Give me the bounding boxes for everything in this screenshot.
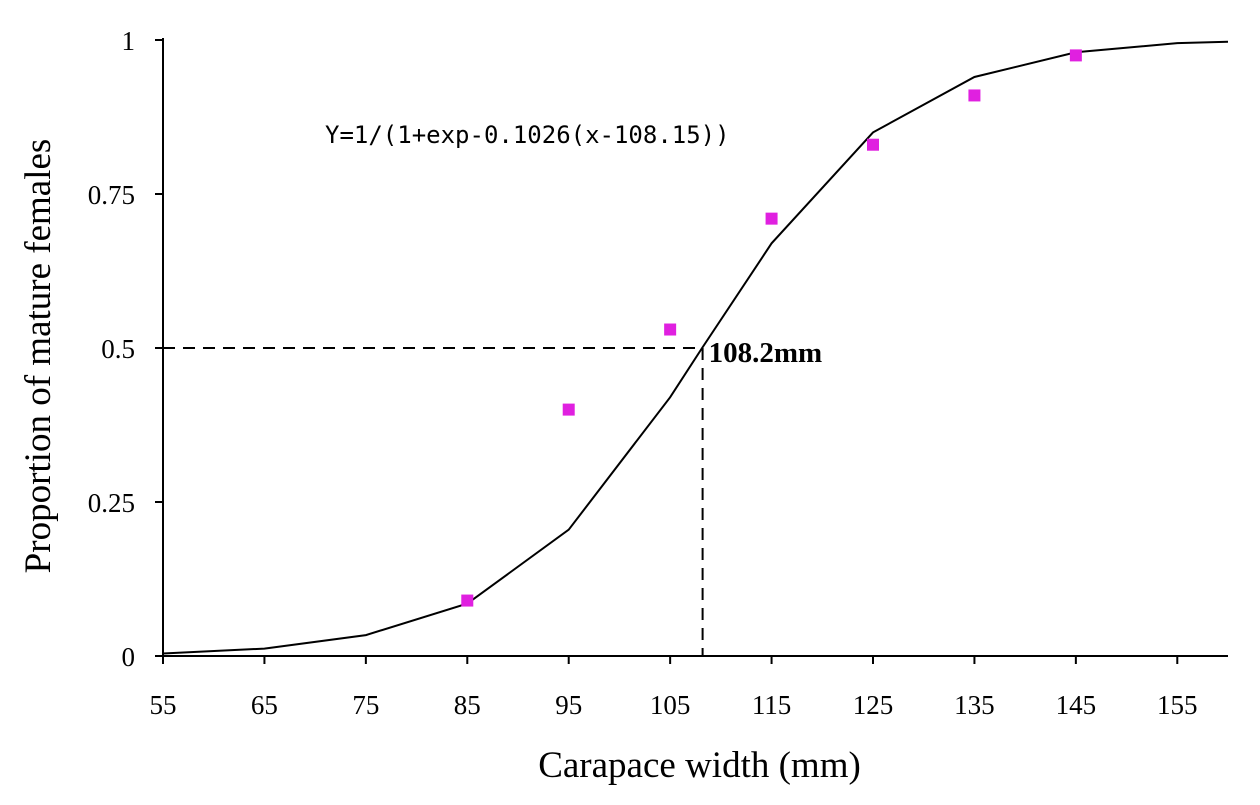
data-point [968, 89, 981, 102]
midpoint-label: 108.2mm [709, 337, 823, 369]
x-tick-label: 125 [853, 690, 894, 720]
data-point [562, 403, 575, 416]
x-ticks: 55 65 75 85 95 105 115 125 135 145 155 [150, 656, 1198, 720]
y-tick-label: 0 [122, 642, 136, 672]
y-tick-label: 1 [122, 26, 136, 56]
y-tick-label: 0.75 [88, 180, 135, 210]
x-tick-label: 75 [352, 690, 379, 720]
x-tick-label: 95 [555, 690, 582, 720]
x-tick-label: 135 [954, 690, 995, 720]
data-point [765, 212, 778, 225]
y-axis-title: Proportion of mature females [18, 139, 59, 574]
observed-points [461, 49, 1082, 607]
equation-label: Y=1/(1+exp-0.1026(x-108.15)) [325, 121, 730, 149]
data-point [461, 594, 474, 607]
x-tick-label: 55 [150, 690, 177, 720]
y-tick-label: 0.5 [101, 334, 135, 364]
reference-lines [163, 347, 704, 656]
data-point [1069, 49, 1082, 62]
data-point [867, 138, 879, 151]
x-tick-label: 115 [752, 690, 792, 720]
y-tick-label: 0.25 [88, 488, 135, 518]
data-point [664, 323, 677, 336]
x-axis-title: Carapace width (mm) [538, 745, 861, 786]
x-tick-label: 85 [454, 690, 481, 720]
x-tick-label: 145 [1056, 690, 1097, 720]
x-tick-label: 105 [650, 690, 691, 720]
y-ticks: 0 0.25 0.5 0.75 1 [88, 26, 163, 672]
x-tick-label: 65 [251, 690, 278, 720]
x-tick-label: 155 [1157, 690, 1198, 720]
